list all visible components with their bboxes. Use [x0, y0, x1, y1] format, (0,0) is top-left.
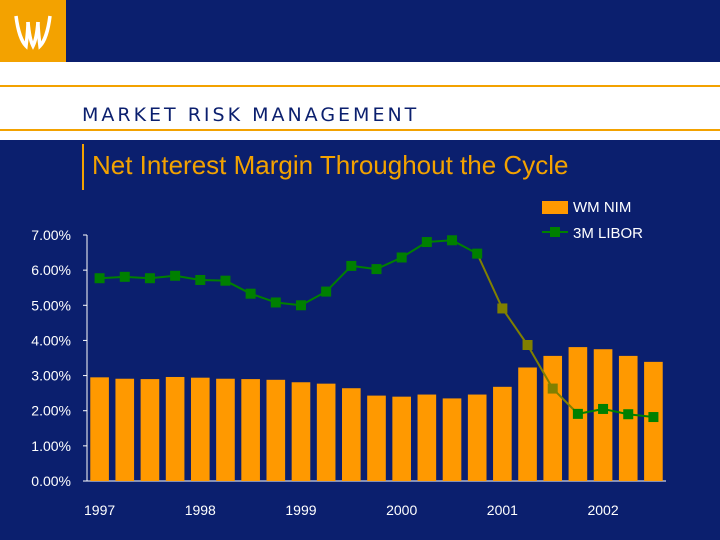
chart-title: Net Interest Margin Throughout the Cycle — [92, 150, 569, 180]
libor-point — [195, 274, 206, 285]
nim-bar — [392, 396, 411, 481]
gold-divider-top — [0, 85, 720, 87]
y-tick-label: 6.00% — [31, 262, 71, 278]
nim-bar — [543, 355, 563, 481]
libor-line-segment — [476, 253, 504, 309]
y-tick-label: 1.00% — [31, 438, 71, 454]
y-tick-label: 5.00% — [31, 297, 71, 313]
libor-point — [572, 408, 583, 419]
libor-point — [522, 339, 533, 350]
libor-point — [245, 288, 256, 299]
legend-marker-libor — [550, 227, 560, 237]
nim-libor-chart: 0.00% 1.00% 2.00% 3.00% 4.00% 5.00% 6.00% 7.00%… — [31, 199, 666, 518]
nim-bar — [266, 379, 286, 481]
x-tick-label: 1999 — [285, 502, 316, 518]
nim-bar — [342, 388, 361, 481]
nim-bar — [367, 395, 386, 481]
legend-label-nim: WM NIM — [573, 199, 631, 216]
nim-bar — [467, 394, 487, 481]
nim-bar — [90, 377, 109, 481]
libor-point — [270, 297, 281, 308]
libor-point — [119, 271, 130, 282]
libor-point — [421, 237, 432, 248]
libor-point — [472, 248, 483, 259]
title-accent-bar — [82, 144, 84, 190]
nim-bar — [316, 383, 336, 481]
x-tick-label: 2000 — [386, 502, 417, 518]
legend-swatch-nim — [542, 201, 568, 214]
section-title: MARKET RISK MANAGEMENT — [82, 104, 420, 126]
libor-point — [447, 235, 458, 246]
y-tick-label: 4.00% — [31, 332, 71, 348]
libor-line-segment — [526, 344, 554, 390]
libor-line-segment — [501, 307, 529, 346]
libor-point — [396, 252, 407, 263]
libor-point — [346, 260, 357, 271]
gold-divider-bottom — [0, 129, 720, 131]
libor-point — [547, 383, 558, 394]
y-tick-label: 7.00% — [31, 227, 71, 243]
nim-bar — [115, 378, 135, 481]
y-tick-label: 3.00% — [31, 368, 71, 384]
y-tick-label: 0.00% — [31, 473, 71, 489]
header-band — [0, 0, 720, 62]
nim-bar — [140, 379, 160, 481]
nim-bar — [190, 377, 210, 481]
y-tick-label: 2.00% — [31, 403, 71, 419]
nim-bar — [493, 386, 512, 481]
libor-point — [94, 273, 105, 284]
wm-logo-icon — [14, 15, 52, 50]
libor-point — [623, 409, 634, 420]
nim-bar — [417, 394, 437, 481]
x-tick-label: 1998 — [185, 502, 216, 518]
legend-label-libor: 3M LIBOR — [573, 225, 643, 242]
x-tick-label: 2002 — [587, 502, 618, 518]
libor-point — [220, 275, 231, 286]
libor-point — [321, 286, 332, 297]
libor-point — [295, 300, 306, 311]
nim-bar — [593, 349, 613, 481]
libor-point — [598, 403, 609, 414]
libor-point — [170, 270, 181, 281]
logo — [0, 0, 66, 62]
nim-bar — [165, 376, 185, 481]
title-band — [0, 62, 720, 140]
nim-bar — [216, 378, 235, 481]
nim-bar — [442, 398, 462, 481]
libor-point — [648, 412, 659, 423]
libor-point — [144, 273, 155, 284]
nim-bar — [291, 382, 311, 481]
nim-bar — [518, 367, 537, 481]
nim-bar — [241, 379, 260, 481]
x-tick-label: 1997 — [84, 502, 115, 518]
libor-point — [371, 264, 382, 275]
x-tick-label: 2001 — [487, 502, 518, 518]
libor-point — [497, 303, 508, 314]
